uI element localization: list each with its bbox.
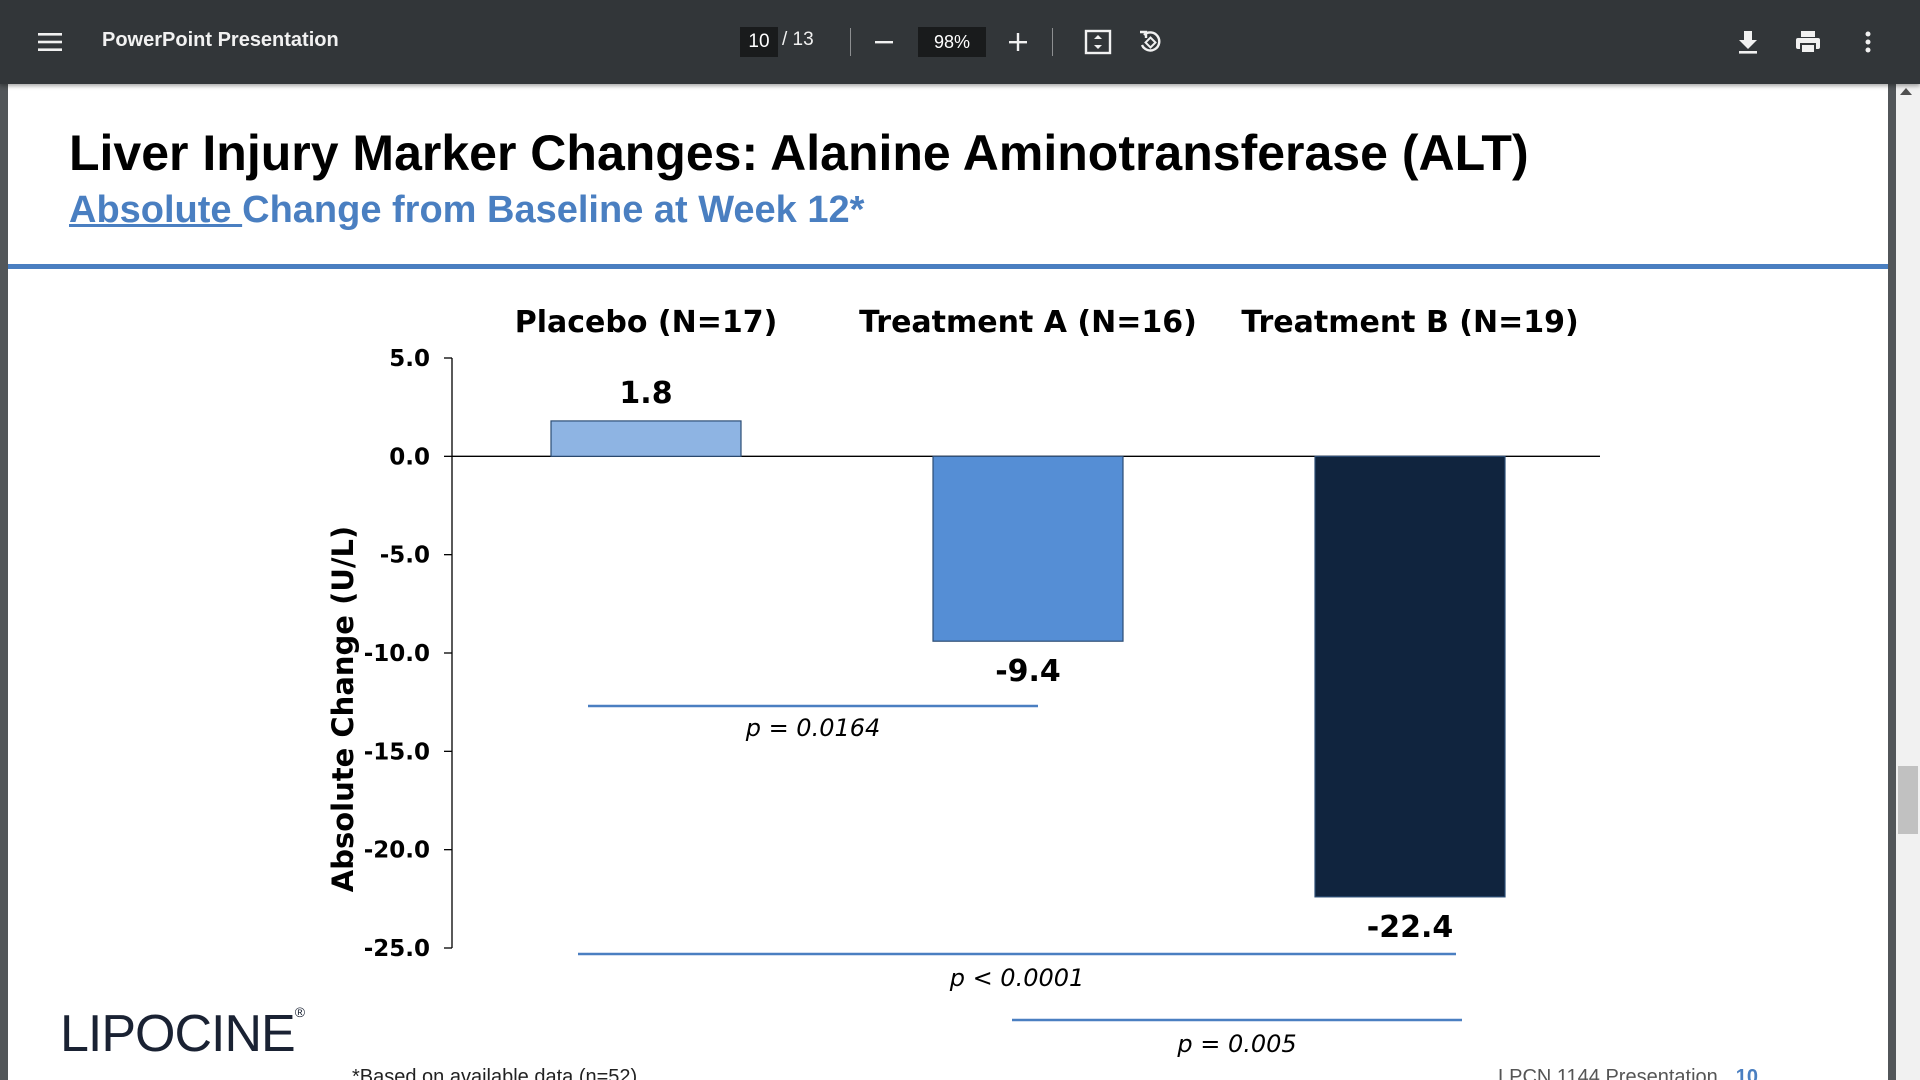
toolbar-divider xyxy=(1052,28,1053,56)
lipocine-logo: LIPOCINE® xyxy=(60,1004,305,1064)
logo-mark: ® xyxy=(294,1004,305,1020)
page-total: / 13 xyxy=(782,29,814,50)
bar-value-label: -22.4 xyxy=(1367,910,1453,945)
scroll-up-arrow-icon[interactable] xyxy=(1900,88,1912,95)
footer: LPCN 1144 Presentation 10 xyxy=(1498,1066,1758,1080)
print-icon[interactable] xyxy=(1786,20,1830,64)
zoom-level-input[interactable]: 98% xyxy=(918,27,986,57)
subtitle-underlined: Absolute xyxy=(69,189,243,231)
page-number-input[interactable]: 10 xyxy=(740,27,778,57)
y-tick-label: -25.0 xyxy=(364,936,430,962)
slide-title: Liver Injury Marker Changes: Alanine Ami… xyxy=(69,125,1529,181)
bar xyxy=(1314,455,1506,898)
y-axis-label: Absolute Change (U/L) xyxy=(326,526,360,892)
footer-page-number: 10 xyxy=(1735,1066,1759,1080)
bar-value-label: 1.8 xyxy=(619,376,672,411)
pdf-toolbar: PowerPoint Presentation 10 / 13 98% xyxy=(0,0,1920,84)
y-tick-label: -15.0 xyxy=(364,739,430,765)
toolbar-divider xyxy=(850,28,851,56)
y-tick-label: -10.0 xyxy=(364,641,430,667)
category-label: Treatment B (N=19) xyxy=(1241,305,1578,340)
pdf-page: Liver Injury Marker Changes: Alanine Ami… xyxy=(8,84,1888,1080)
zoom-in-icon[interactable] xyxy=(996,20,1040,64)
title-rule xyxy=(8,264,1888,269)
document-title: PowerPoint Presentation xyxy=(102,29,339,51)
bar xyxy=(550,420,742,457)
bar xyxy=(932,455,1124,642)
p-value-label: p < 0.0001 xyxy=(949,964,1085,992)
footnote: *Based on available data (n=52) xyxy=(352,1066,638,1080)
slide-subtitle: Absolute Change from Baseline at Week 12… xyxy=(69,189,864,232)
scrollbar-track[interactable] xyxy=(1896,84,1920,1080)
bar-value-label: -9.4 xyxy=(995,654,1061,689)
menu-icon[interactable] xyxy=(28,20,72,64)
y-tick-label: -5.0 xyxy=(380,543,430,569)
p-value-label: p = 0.005 xyxy=(1176,1030,1296,1058)
zoom-out-icon[interactable] xyxy=(862,20,906,64)
y-tick-label: 0.0 xyxy=(389,444,430,470)
category-label: Placebo (N=17) xyxy=(515,305,778,340)
download-icon[interactable] xyxy=(1726,20,1770,64)
category-label: Treatment A (N=16) xyxy=(859,305,1197,340)
scrollbar-thumb[interactable] xyxy=(1898,766,1918,834)
more-vert-icon[interactable] xyxy=(1846,20,1890,64)
alt-bar-chart: 5.0 0.0 -5.0 -10.0 -15.0 -20.0 -25.0 Absolute C… xyxy=(326,305,1600,1058)
y-tick-label: -20.0 xyxy=(364,838,430,864)
fit-page-icon[interactable] xyxy=(1076,20,1120,64)
p-value-label: p = 0.0164 xyxy=(745,714,881,742)
subtitle-rest: Change from Baseline at Week 12* xyxy=(242,189,865,231)
logo-text: LIPOCINE xyxy=(60,1005,296,1063)
rotate-icon[interactable] xyxy=(1128,20,1172,64)
y-tick-label: 5.0 xyxy=(389,346,430,372)
footer-text: LPCN 1144 Presentation xyxy=(1498,1066,1718,1080)
